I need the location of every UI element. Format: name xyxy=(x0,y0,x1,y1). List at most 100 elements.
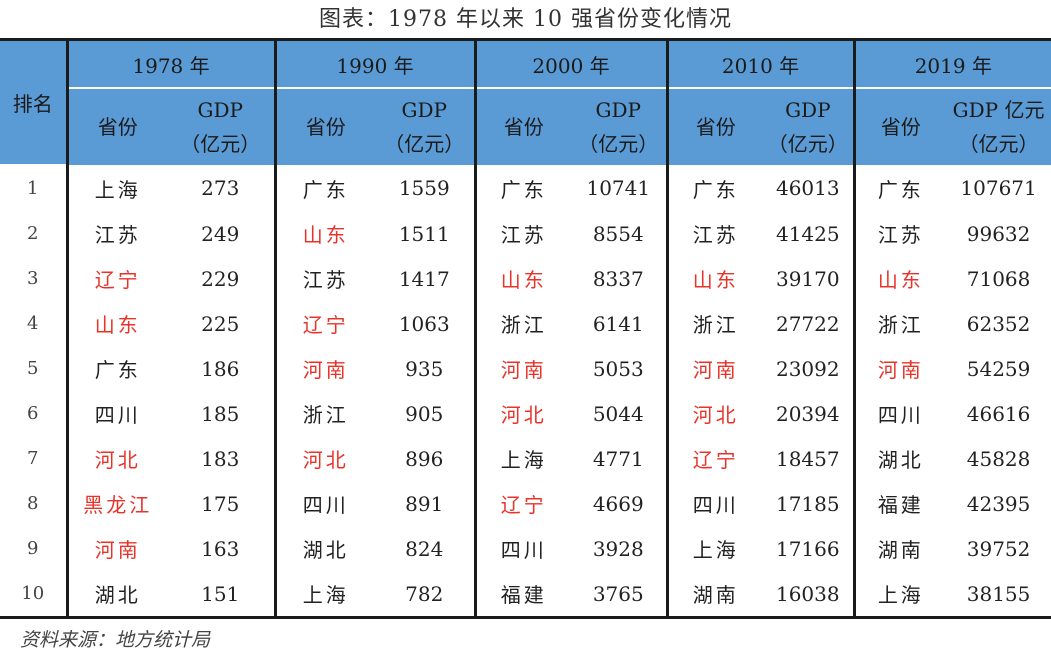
province-cell: 湖北 xyxy=(877,448,924,472)
province-cell: 辽宁 xyxy=(302,313,349,337)
gdp-cell: 6141 xyxy=(571,301,669,346)
gdp-header-line: GDP xyxy=(785,98,831,122)
table-row: 5 广东 186 河南 935 河南 5053 河南 23092 河南 54259 xyxy=(0,346,1051,391)
province-cell: 广东 xyxy=(94,358,141,382)
gdp-cell: 20394 xyxy=(763,391,856,436)
gdp-header-line: GDP xyxy=(595,98,642,122)
gdp-cell: 249 xyxy=(167,211,277,256)
province-cell: 江苏 xyxy=(500,223,547,247)
gdp-column-header: GDP （亿元） xyxy=(763,88,856,165)
province-column-header: 省份 xyxy=(275,88,376,165)
gdp-header-unit: （亿元） xyxy=(958,132,1039,156)
province-cell: 上海 xyxy=(877,583,924,607)
gdp-cell: 3928 xyxy=(571,526,669,571)
gdp-header-line: GDP xyxy=(197,98,243,122)
gdp-cell: 1559 xyxy=(375,165,477,211)
gdp-cell: 62352 xyxy=(966,311,1031,336)
gdp-cell: 5044 xyxy=(571,391,669,436)
province-cell: 浙江 xyxy=(500,313,547,337)
province-cell: 河北 xyxy=(94,448,141,472)
gdp-cell: 3765 xyxy=(571,571,669,618)
rank-cell: 5 xyxy=(0,346,69,391)
gdp-cell: 186 xyxy=(167,346,277,391)
gdp-cell: 935 xyxy=(375,346,477,391)
table-row: 6 四川 185 浙江 905 河北 5044 河北 20394 四川 46616 xyxy=(0,391,1051,436)
table-row: 4 山东 225 辽宁 1063 浙江 6141 浙江 27722 浙江 62352 xyxy=(0,301,1051,346)
province-column-header: 省份 xyxy=(67,88,167,165)
province-cell: 广东 xyxy=(877,177,924,202)
gdp-cell: 891 xyxy=(375,481,477,526)
year-header: 1978 年 xyxy=(67,39,277,89)
province-cell: 辽宁 xyxy=(94,268,141,292)
gdp-cell: 23092 xyxy=(763,346,856,391)
table-title: 图表：1978 年以来 10 强省份变化情况 xyxy=(319,7,732,32)
province-cell: 山东 xyxy=(94,313,141,337)
province-cell: 四川 xyxy=(877,403,924,427)
table-row: 3 辽宁 229 江苏 1417 山东 8337 山东 39170 山东 71068 xyxy=(0,256,1051,301)
province-cell: 河南 xyxy=(877,358,924,382)
year-header: 2010 年 xyxy=(667,39,856,89)
province-cell: 江苏 xyxy=(302,268,349,292)
rank-cell: 3 xyxy=(0,256,69,301)
gdp-cell: 824 xyxy=(375,526,477,571)
province-cell: 江苏 xyxy=(877,223,924,247)
province-cell: 山东 xyxy=(877,268,924,292)
table-row: 2 江苏 249 山东 1511 江苏 8554 江苏 41425 江苏 99632 xyxy=(0,211,1051,256)
gdp-cell: 54259 xyxy=(966,356,1031,381)
gdp-cell: 27722 xyxy=(763,301,856,346)
province-cell: 福建 xyxy=(500,583,547,607)
gdp-cell: 17185 xyxy=(763,481,856,526)
rank-cell: 4 xyxy=(0,301,69,346)
column-header-row: 省份 GDP （亿元） 省份 GDP （亿元） 省份 GDP （亿元） 省份 GDP （亿元） 省份 GD… xyxy=(0,88,1051,165)
gdp-header-unit: （亿元） xyxy=(384,132,465,156)
province-cell: 山东 xyxy=(500,268,547,292)
province-cell: 四川 xyxy=(500,538,547,562)
rank-header: 排名 xyxy=(0,39,69,166)
year-header: 2000 年 xyxy=(475,39,669,89)
province-column-header: 省份 xyxy=(854,88,947,165)
gdp-cell: 1417 xyxy=(375,256,477,301)
gdp-cell: 99632 xyxy=(966,221,1031,246)
gdp-cell: 39752 xyxy=(966,536,1031,561)
gdp-cell: 45828 xyxy=(966,446,1031,471)
year-header: 1990 年 xyxy=(275,39,477,89)
gdp-cell: 175 xyxy=(167,481,277,526)
province-cell: 四川 xyxy=(94,403,141,427)
gdp-cell: 1511 xyxy=(375,211,477,256)
gdp-header-unit: （亿元） xyxy=(578,132,659,156)
province-cell: 湖南 xyxy=(877,538,924,562)
province-cell: 湖北 xyxy=(94,583,141,607)
province-cell: 浙江 xyxy=(877,313,924,337)
gdp-cell: 273 xyxy=(167,165,277,211)
gdp-cell: 8337 xyxy=(571,256,669,301)
province-cell: 上海 xyxy=(94,177,141,202)
rank-cell: 6 xyxy=(0,391,69,436)
province-cell: 福建 xyxy=(877,493,924,517)
gdp-cell: 896 xyxy=(375,436,477,481)
rank-cell: 9 xyxy=(0,526,69,571)
province-cell: 广东 xyxy=(302,177,349,202)
gdp-header-line: GDP xyxy=(401,98,447,122)
gdp-ranking-table: 排名 1978 年 1990 年 2000 年 2010 年 2019 年 省份… xyxy=(0,38,1051,619)
gdp-column-header: GDP 亿元 （亿元） xyxy=(946,88,1051,165)
gdp-cell: 46013 xyxy=(763,165,856,211)
gdp-cell: 782 xyxy=(375,571,477,618)
rank-cell: 10 xyxy=(0,571,69,618)
gdp-cell: 151 xyxy=(167,571,277,618)
province-cell: 山东 xyxy=(692,268,739,292)
gdp-cell: 8554 xyxy=(571,211,669,256)
province-cell: 辽宁 xyxy=(692,448,739,472)
gdp-cell: 229 xyxy=(167,256,277,301)
table-row: 1 上海 273 广东 1559 广东 10741 广东 46013 广东 107671 xyxy=(0,165,1051,211)
province-cell: 河南 xyxy=(692,358,739,382)
province-cell: 浙江 xyxy=(302,403,349,427)
gdp-cell: 18457 xyxy=(763,436,856,481)
province-cell: 上海 xyxy=(692,538,739,562)
year-header: 2019 年 xyxy=(854,39,1051,89)
province-cell: 河北 xyxy=(302,448,349,472)
gdp-column-header: GDP （亿元） xyxy=(571,88,669,165)
province-cell: 河南 xyxy=(302,358,349,382)
gdp-cell: 17166 xyxy=(763,526,856,571)
gdp-cell: 163 xyxy=(167,526,277,571)
gdp-cell: 38155 xyxy=(966,581,1031,606)
